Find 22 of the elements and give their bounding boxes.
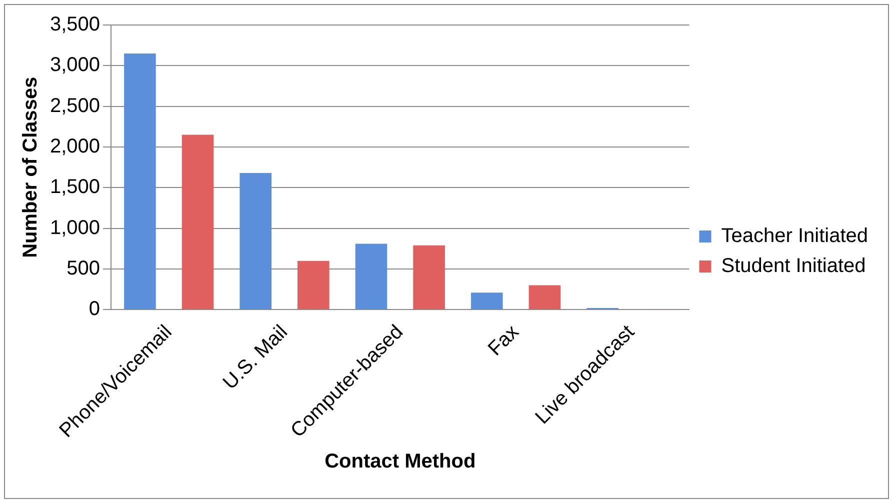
bar [355, 244, 388, 310]
y-tick-label: 1,000 [50, 216, 100, 239]
y-tick-label: 3,000 [50, 54, 100, 76]
bar [470, 292, 503, 310]
bar [528, 285, 561, 310]
y-tick-label: 2,000 [50, 136, 100, 158]
y-tick-label: 500 [66, 258, 100, 280]
x-tick-label: Fax [484, 321, 524, 360]
y-tick-label: 1,500 [50, 176, 100, 198]
legend-label: Student Initiated [721, 255, 866, 278]
bar [240, 173, 272, 310]
bar [182, 134, 214, 310]
bar [298, 260, 330, 310]
y-tick-label: 2,500 [50, 94, 100, 117]
x-axis-title: Contact Method [324, 450, 476, 473]
bar [413, 245, 445, 310]
x-tick-label: U.S. Mail [219, 321, 292, 394]
y-tick-label: 3,500 [50, 14, 100, 36]
legend-label: Teacher Initiated [721, 225, 868, 248]
y-tick-label: 0 [88, 298, 100, 320]
y-axis-title: Number of Classes [20, 76, 42, 258]
bar [124, 53, 156, 310]
